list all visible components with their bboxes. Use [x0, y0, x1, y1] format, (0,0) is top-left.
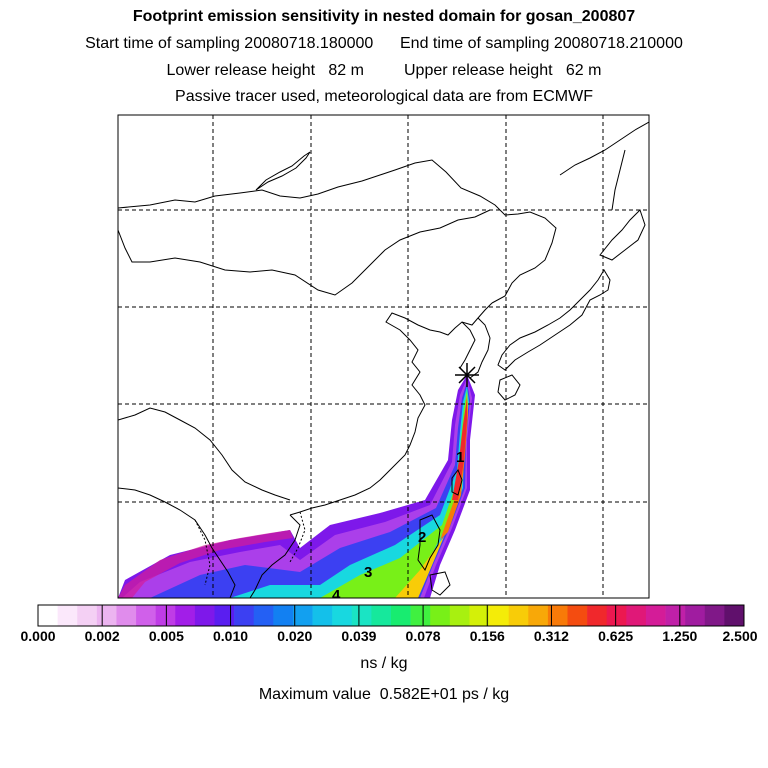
legend-swatch	[351, 605, 372, 626]
legend-unit: ns / kg	[360, 655, 408, 672]
legend-swatch	[136, 605, 156, 626]
legend-swatch	[371, 605, 392, 626]
legend-tick-label: 0.156	[469, 628, 505, 644]
legend-swatch	[430, 605, 451, 626]
legend-swatch	[116, 605, 137, 626]
lower-release-height: Lower release height 82 m	[166, 62, 364, 79]
legend-tick-label: 2.500	[722, 628, 758, 644]
legend-tick-label: 0.002	[84, 628, 120, 644]
legend-swatch	[38, 605, 58, 626]
legend-swatch	[469, 605, 490, 626]
legend-swatch	[587, 605, 608, 626]
legend-swatch	[626, 605, 647, 626]
map-title: Footprint emission sensitivity in nested…	[132, 8, 636, 25]
color-legend	[38, 605, 745, 626]
legend-swatch	[508, 605, 529, 626]
legend-swatch	[312, 605, 333, 626]
legend-tick-label: 1.250	[662, 628, 698, 644]
tracer-note: Passive tracer used, meteorological data…	[175, 88, 593, 105]
map-frame	[117, 114, 650, 599]
legend-swatch	[253, 605, 274, 626]
legend-swatch	[273, 605, 294, 626]
start-time: Start time of sampling 20080718.180000	[85, 35, 374, 52]
footprint-plume	[118, 375, 475, 598]
legend-swatch	[214, 605, 235, 626]
end-time: End time of sampling 20080718.210000	[400, 35, 683, 52]
upper-release-height: Upper release height 62 m	[404, 62, 602, 79]
legend-swatch	[704, 605, 725, 626]
legend-tick-label: 0.020	[277, 628, 313, 644]
legend-tick-label: 0.010	[213, 628, 249, 644]
receptor-star-icon	[455, 363, 479, 387]
legend-swatch	[194, 605, 215, 626]
legend-swatch	[410, 605, 431, 626]
legend-swatch	[77, 605, 98, 626]
legend-frame	[37, 604, 745, 627]
legend-tick-label: 0.000	[20, 628, 56, 644]
sampling-times: Start time of sampling 20080718.180000 E…	[0, 35, 768, 53]
contour-label-1: 1	[456, 449, 464, 466]
map-area: 1 2 3 4	[118, 115, 649, 604]
legend-swatch	[175, 605, 196, 626]
maximum-value: Maximum value 0.582E+01 ps / kg	[258, 686, 510, 703]
legend-tick-label: 0.039	[341, 628, 377, 644]
legend-swatch	[547, 605, 568, 626]
contour-label-4: 4	[332, 587, 341, 604]
legend-swatch	[292, 605, 313, 626]
release-heights: Lower release height 82 m Upper release …	[0, 62, 768, 80]
contour-label-2: 2	[418, 529, 426, 546]
legend-swatch	[234, 605, 255, 626]
legend-swatch	[96, 605, 117, 626]
legend-swatch	[528, 605, 549, 626]
legend-swatch	[606, 605, 627, 626]
legend-swatch	[665, 605, 686, 626]
legend-swatch	[645, 605, 666, 626]
legend-swatch	[332, 605, 353, 626]
legend-swatch	[155, 605, 176, 626]
legend-swatch	[724, 605, 745, 626]
legend-tick-label: 0.005	[148, 628, 184, 644]
legend-swatch	[391, 605, 411, 626]
contour-label-3: 3	[364, 564, 372, 581]
legend-swatch	[489, 605, 509, 626]
legend-swatch	[567, 605, 588, 626]
legend-swatch	[57, 605, 78, 626]
legend-tick-label: 0.312	[533, 628, 569, 644]
legend-tick-label: 0.625	[598, 628, 634, 644]
legend-tick-label: 0.078	[405, 628, 441, 644]
legend-swatch	[685, 605, 706, 626]
legend-swatch	[449, 605, 470, 626]
